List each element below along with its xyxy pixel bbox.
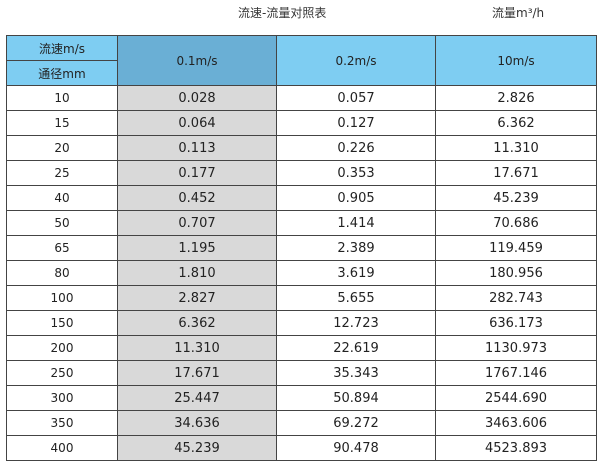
flow-cell: 5.655: [276, 285, 436, 311]
diameter-cell: 150: [6, 310, 118, 336]
table-row: 65 1.195 2.389 119.459: [6, 235, 597, 261]
flow-cell: 2.826: [435, 85, 597, 111]
diameter-cell: 80: [6, 260, 118, 286]
flow-cell: 2.827: [117, 285, 277, 311]
flow-cell: 282.743: [435, 285, 597, 311]
table-row: 20 0.113 0.226 11.310: [6, 135, 597, 161]
diameter-cell: 25: [6, 160, 118, 186]
diameter-cell: 50: [6, 210, 118, 236]
table-row: 200 11.310 22.619 1130.973: [6, 335, 597, 361]
flow-cell: 0.028: [117, 85, 277, 111]
flow-cell: 50.894: [276, 385, 436, 411]
diameter-cell: 100: [6, 285, 118, 311]
flow-cell: 45.239: [117, 435, 277, 461]
flow-cell: 1.195: [117, 235, 277, 261]
table-row: 250 17.671 35.343 1767.146: [6, 360, 597, 386]
flow-cell: 1767.146: [435, 360, 597, 386]
diameter-cell: 400: [6, 435, 118, 461]
flow-cell: 11.310: [435, 135, 597, 161]
flow-cell: 0.353: [276, 160, 436, 186]
column-header: 0.2m/s: [276, 35, 436, 86]
table-row: 50 0.707 1.414 70.686: [6, 210, 597, 236]
flow-cell: 0.226: [276, 135, 436, 161]
flow-cell: 0.707: [117, 210, 277, 236]
diameter-cell: 65: [6, 235, 118, 261]
diameter-cell: 250: [6, 360, 118, 386]
flow-cell: 11.310: [117, 335, 277, 361]
diameter-cell: 350: [6, 410, 118, 436]
flow-cell: 2.389: [276, 235, 436, 261]
diameter-cell: 10: [6, 85, 118, 111]
flow-cell: 25.447: [117, 385, 277, 411]
diameter-cell: 20: [6, 135, 118, 161]
flow-cell: 1130.973: [435, 335, 597, 361]
table-title: 流速-流量对照表: [238, 6, 327, 20]
flow-cell: 3463.606: [435, 410, 597, 436]
diameter-cell: 15: [6, 110, 118, 136]
flow-cell: 0.113: [117, 135, 277, 161]
flow-cell: 1.414: [276, 210, 436, 236]
flow-cell: 0.177: [117, 160, 277, 186]
table-row: 150 6.362 12.723 636.173: [6, 310, 597, 336]
flow-cell: 35.343: [276, 360, 436, 386]
flow-cell: 0.905: [276, 185, 436, 211]
column-header: 0.1m/s: [117, 35, 277, 86]
flow-cell: 22.619: [276, 335, 436, 361]
flow-cell: 69.272: [276, 410, 436, 436]
table-row: 40 0.452 0.905 45.239: [6, 185, 597, 211]
flow-cell: 636.173: [435, 310, 597, 336]
diameter-cell: 300: [6, 385, 118, 411]
flow-cell: 34.636: [117, 410, 277, 436]
flow-cell: 2544.690: [435, 385, 597, 411]
flow-cell: 17.671: [435, 160, 597, 186]
flow-cell: 17.671: [117, 360, 277, 386]
table-row: 15 0.064 0.127 6.362: [6, 110, 597, 136]
diameter-cell: 40: [6, 185, 118, 211]
flow-table: 流速m/s 0.1m/s 0.2m/s 10m/s 通径mm 10 0.028 0.…: [6, 35, 597, 461]
table-row: 400 45.239 90.478 4523.893: [6, 435, 597, 461]
table-row: 25 0.177 0.353 17.671: [6, 160, 597, 186]
flow-cell: 1.810: [117, 260, 277, 286]
flow-cell: 3.619: [276, 260, 436, 286]
flow-cell: 12.723: [276, 310, 436, 336]
flow-cell: 0.452: [117, 185, 277, 211]
velocity-header: 流速m/s: [6, 35, 118, 61]
flow-cell: 70.686: [435, 210, 597, 236]
table-row: 100 2.827 5.655 282.743: [6, 285, 597, 311]
flow-cell: 0.064: [117, 110, 277, 136]
flow-cell: 180.956: [435, 260, 597, 286]
header-row: 通径mm: [6, 60, 597, 86]
table-row: 350 34.636 69.272 3463.606: [6, 410, 597, 436]
diameter-cell: 200: [6, 335, 118, 361]
flow-cell: 0.057: [276, 85, 436, 111]
table-row: 80 1.810 3.619 180.956: [6, 260, 597, 286]
diameter-header: 通径mm: [6, 60, 118, 86]
column-header: 10m/s: [435, 35, 597, 86]
flow-cell: 6.362: [435, 110, 597, 136]
header-row: 流速m/s 0.1m/s 0.2m/s 10m/s: [6, 35, 597, 86]
flow-cell: 45.239: [435, 185, 597, 211]
flow-cell: 119.459: [435, 235, 597, 261]
flow-cell: 4523.893: [435, 435, 597, 461]
flow-cell: 6.362: [117, 310, 277, 336]
flow-cell: 90.478: [276, 435, 436, 461]
table-row: 10 0.028 0.057 2.826: [6, 85, 597, 111]
unit-label: 流量m³/h: [492, 6, 545, 20]
table-row: 300 25.447 50.894 2544.690: [6, 385, 597, 411]
flow-cell: 0.127: [276, 110, 436, 136]
